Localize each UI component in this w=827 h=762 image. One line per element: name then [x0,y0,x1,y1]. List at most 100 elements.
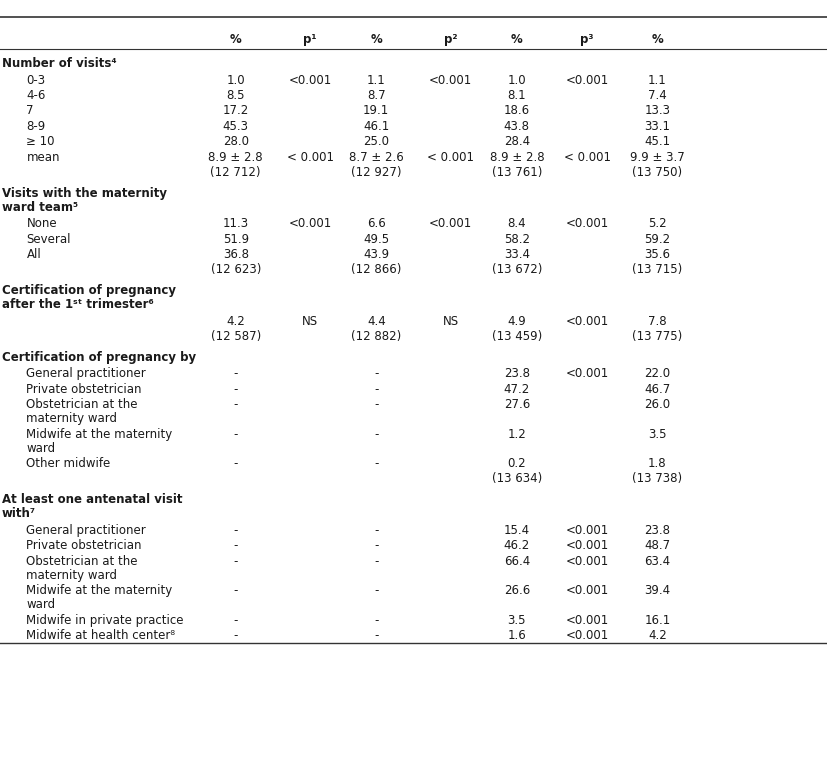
Text: 11.3: 11.3 [222,217,249,230]
Text: 1.1: 1.1 [367,74,385,87]
Text: <0.001: <0.001 [566,523,609,537]
Text: 4.2: 4.2 [227,315,245,328]
Text: <0.001: <0.001 [566,74,609,87]
Text: Midwife at the maternity: Midwife at the maternity [26,427,173,440]
Text: 0-3: 0-3 [26,74,45,87]
Text: 8.4: 8.4 [508,217,526,230]
Text: 49.5: 49.5 [363,232,390,245]
Text: -: - [374,523,379,537]
Text: 33.4: 33.4 [504,248,530,261]
Text: Several: Several [26,232,71,245]
Text: after the 1ˢᵗ trimester⁶: after the 1ˢᵗ trimester⁶ [2,299,153,312]
Text: 0.2: 0.2 [508,457,526,470]
Text: 9.9 ± 3.7: 9.9 ± 3.7 [630,151,685,164]
Text: 4.9: 4.9 [508,315,526,328]
Text: -: - [374,398,379,411]
Text: <0.001: <0.001 [429,217,472,230]
Text: At least one antenatal visit: At least one antenatal visit [2,493,182,506]
Text: (12 623): (12 623) [211,264,261,277]
Text: <0.001: <0.001 [289,217,332,230]
Text: -: - [233,555,238,568]
Text: 45.3: 45.3 [222,120,249,133]
Text: maternity ward: maternity ward [26,412,117,425]
Text: <0.001: <0.001 [566,315,609,328]
Text: General practitioner: General practitioner [26,367,146,380]
Text: 8.5: 8.5 [227,89,245,102]
Text: 23.8: 23.8 [504,367,530,380]
Text: ward team⁵: ward team⁵ [2,201,78,214]
Text: -: - [374,555,379,568]
Text: %: % [652,33,663,46]
Text: (12 712): (12 712) [210,166,261,179]
Text: General practitioner: General practitioner [26,523,146,537]
Text: < 0.001: < 0.001 [564,151,610,164]
Text: NS: NS [442,315,459,328]
Text: < 0.001: < 0.001 [428,151,474,164]
Text: 8-9: 8-9 [26,120,45,133]
Text: -: - [374,383,379,395]
Text: -: - [374,539,379,552]
Text: 1.0: 1.0 [508,74,526,87]
Text: Midwife at the maternity: Midwife at the maternity [26,584,173,597]
Text: 26.0: 26.0 [644,398,671,411]
Text: <0.001: <0.001 [566,539,609,552]
Text: <0.001: <0.001 [566,629,609,642]
Text: Obstetrician at the: Obstetrician at the [26,555,138,568]
Text: 28.4: 28.4 [504,135,530,149]
Text: p²: p² [444,33,457,46]
Text: -: - [233,367,238,380]
Text: < 0.001: < 0.001 [287,151,333,164]
Text: 1.8: 1.8 [648,457,667,470]
Text: 39.4: 39.4 [644,584,671,597]
Text: 5.2: 5.2 [648,217,667,230]
Text: (13 715): (13 715) [633,264,682,277]
Text: 3.5: 3.5 [508,613,526,626]
Text: (12 927): (12 927) [351,166,402,179]
Text: Private obstetrician: Private obstetrician [26,383,142,395]
Text: (12 866): (12 866) [351,264,401,277]
Text: 45.1: 45.1 [644,135,671,149]
Text: 16.1: 16.1 [644,613,671,626]
Text: 8.9 ± 2.8: 8.9 ± 2.8 [490,151,544,164]
Text: -: - [233,584,238,597]
Text: 27.6: 27.6 [504,398,530,411]
Text: Certification of pregnancy: Certification of pregnancy [2,284,175,297]
Text: Visits with the maternity: Visits with the maternity [2,187,167,200]
Text: 48.7: 48.7 [644,539,671,552]
Text: 22.0: 22.0 [644,367,671,380]
Text: <0.001: <0.001 [289,74,332,87]
Text: 43.9: 43.9 [363,248,390,261]
Text: 4-6: 4-6 [26,89,45,102]
Text: 26.6: 26.6 [504,584,530,597]
Text: 17.2: 17.2 [222,104,249,117]
Text: 46.1: 46.1 [363,120,390,133]
Text: None: None [26,217,57,230]
Text: Number of visits⁴: Number of visits⁴ [2,57,117,70]
Text: -: - [233,613,238,626]
Text: (12 882): (12 882) [351,330,401,343]
Text: %: % [230,33,241,46]
Text: <0.001: <0.001 [566,584,609,597]
Text: 18.6: 18.6 [504,104,530,117]
Text: Private obstetrician: Private obstetrician [26,539,142,552]
Text: 28.0: 28.0 [222,135,249,149]
Text: 25.0: 25.0 [363,135,390,149]
Text: ward: ward [26,598,55,611]
Text: 35.6: 35.6 [644,248,671,261]
Text: 19.1: 19.1 [363,104,390,117]
Text: -: - [233,629,238,642]
Text: <0.001: <0.001 [566,217,609,230]
Text: (13 738): (13 738) [633,472,682,485]
Text: p³: p³ [581,33,594,46]
Text: ward: ward [26,442,55,455]
Text: 66.4: 66.4 [504,555,530,568]
Text: <0.001: <0.001 [566,613,609,626]
Text: 4.2: 4.2 [648,629,667,642]
Text: 4.4: 4.4 [367,315,385,328]
Text: -: - [233,539,238,552]
Text: 7: 7 [26,104,34,117]
Text: (13 672): (13 672) [492,264,542,277]
Text: 8.1: 8.1 [508,89,526,102]
Text: 3.5: 3.5 [648,427,667,440]
Text: -: - [374,629,379,642]
